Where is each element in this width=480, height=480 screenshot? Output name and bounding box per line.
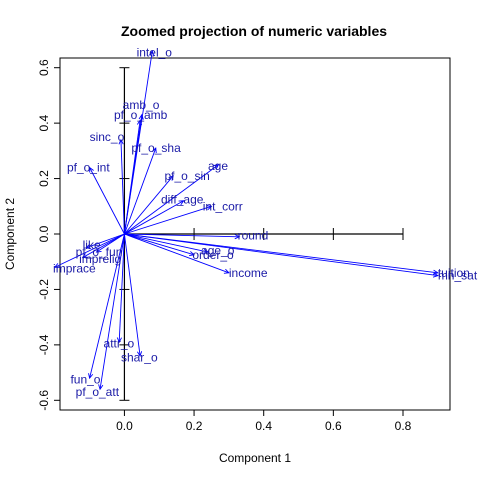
variable-arrowhead [81,253,88,259]
variable-arrowhead [203,248,210,254]
variable-label: shar_o [121,350,158,364]
variable-arrow [124,233,195,256]
variable-arrow [124,175,174,235]
variable-arrowhead [118,138,124,145]
variable-label: sinc_o [90,130,125,144]
variable-label: round [238,228,269,242]
variable-label: intel_o [137,45,173,59]
variable-label: pf_o_sin [164,169,209,183]
variable-arrowhead [223,268,230,274]
variable-arrowhead [234,234,241,240]
variable-arrow [85,233,125,249]
variable-label: int_corr [203,199,243,213]
x-tick-label: 0.8 [395,419,412,433]
x-tick-label: 0.0 [116,419,133,433]
variable-arrow [123,147,157,235]
variable-arrowhead [213,164,220,170]
variable-label: like [83,238,101,252]
variable-arrowhead [432,272,439,278]
variable-label: attr_o [104,336,135,350]
y-tick-label: -0.6 [37,390,51,411]
variable-label: imprelig [79,252,121,266]
variable-arrowhead [85,243,92,249]
variable-arrowhead [136,119,143,126]
variable-arrowhead [206,205,213,211]
variable-arrowhead [136,351,143,357]
x-tick-label: 0.2 [186,419,203,433]
variable-labels: intel_o amb_opf_o_amb sinc_o pf_o_sha pf_o_i… [53,45,478,399]
y-tick-label: 0.2 [37,170,51,187]
variable-arrow [124,233,209,253]
variable-arrowhead [189,251,196,257]
y-tick-label: 0.4 [37,114,51,131]
variable-arrow [99,233,125,390]
variable-arrow [123,120,141,235]
variable-arrow [118,233,125,343]
variable-label: age_o [201,244,235,258]
variable-label: pf_o_int [67,160,110,174]
variable-arrow [123,233,141,357]
y-tick-label: 0.6 [37,59,51,76]
variable-label: age [208,159,228,173]
variable-label: amb_o [123,98,160,112]
variable-label: income [229,266,268,280]
variable-arrowhead [138,113,144,120]
variable-arrow [124,164,219,235]
variable-arrowhead [88,373,94,380]
variable-arrow [89,233,125,379]
variable-label: pf_o_fun [76,245,123,259]
variable-arrows [53,50,439,391]
variable-label: mn_sat [438,269,478,283]
variable-arrow [124,233,230,274]
x-tick-label: 0.4 [255,419,272,433]
y-tick-label: -0.4 [37,334,51,355]
y-tick-label: -0.2 [37,279,51,300]
chart-title: Zoomed projection of numeric variables [121,23,387,39]
variable-arrow [124,205,212,235]
variable-arrow [120,139,125,235]
variable-arrowhead [53,263,60,268]
variable-label: pf_o_att [76,385,120,399]
variable-label: pf_o_sha [131,141,181,155]
variable-label: fun_o [70,373,100,387]
variable-arrowhead [98,384,104,391]
variable-label: tuition [438,266,470,280]
variable-label: diff_age [161,192,204,206]
variable-arrow [124,233,240,238]
variable-label: order_o [192,248,234,262]
y-tick-label: 0.0 [37,225,51,242]
variable-arrow [124,233,438,277]
variable-label: pf_o_amb [114,108,168,122]
variable-arrow [124,200,184,235]
axes-layer: 0.0 0.2 0.4 0.6 0.8 -0.6 -0.4 -0.2 0.0 0.2 0.4 0.6 [37,59,412,433]
variable-arrowhead [89,166,94,173]
variable-arrow [89,167,125,235]
x-axis-label: Component 1 [219,451,291,465]
variable-arrow [54,233,125,268]
variable-arrow [82,233,125,258]
variable-arrow [124,233,438,274]
x-tick-label: 0.6 [325,419,342,433]
y-axis-label: Component 2 [3,198,17,270]
variable-label: imprace [53,262,96,276]
variable-arrowhead [149,50,155,56]
variable-arrowhead [168,175,174,181]
variable-arrowhead [178,200,185,206]
variable-arrowhead [116,337,122,344]
variable-arrowhead [151,147,157,154]
